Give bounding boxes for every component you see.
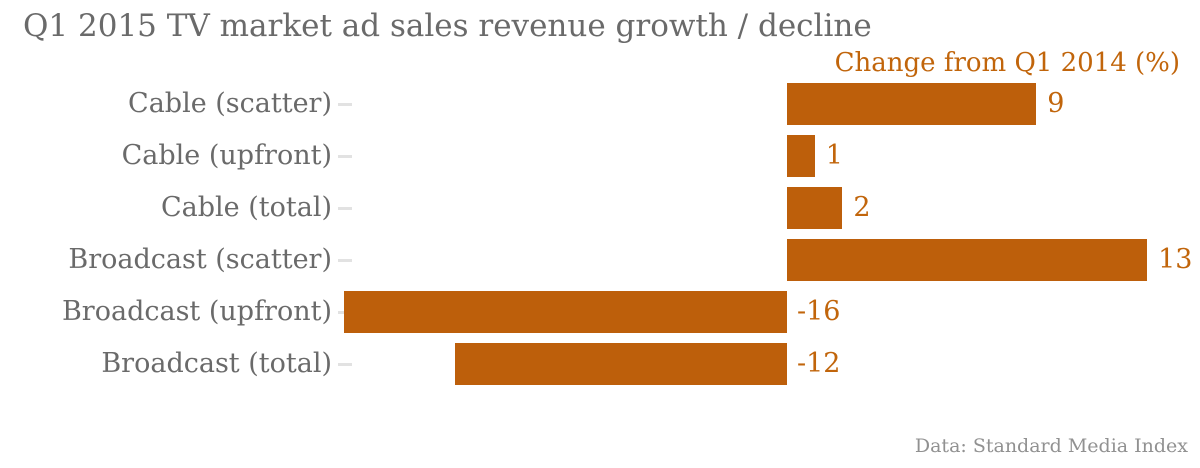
- category-label: Cable (upfront): [121, 140, 332, 171]
- chart-row: Broadcast (total) -12: [0, 343, 1200, 385]
- chart-row: Broadcast (upfront) -16: [0, 291, 1200, 333]
- axis-tick: [338, 103, 352, 106]
- category-label: Broadcast (scatter): [68, 244, 332, 275]
- axis-tick: [338, 259, 352, 262]
- chart-row: Cable (total) 2: [0, 187, 1200, 229]
- bar-broadcast-scatter: [787, 239, 1148, 281]
- bar-broadcast-upfront: [343, 291, 787, 333]
- axis-tick: [338, 363, 352, 366]
- bar-broadcast-total: [454, 343, 787, 385]
- value-label: -12: [797, 348, 841, 379]
- chart-title: Q1 2015 TV market ad sales revenue growt…: [23, 8, 872, 44]
- category-label: Broadcast (total): [101, 348, 332, 379]
- category-label: Cable (total): [161, 192, 332, 223]
- chart-row: Broadcast (scatter) 13: [0, 239, 1200, 281]
- value-label: 9: [1047, 88, 1065, 119]
- bar-cable-scatter: [787, 83, 1037, 125]
- bar-cable-upfront: [787, 135, 815, 177]
- axis-tick: [338, 155, 352, 158]
- data-source-note: Data: Standard Media Index: [914, 435, 1188, 457]
- axis-tick: [338, 207, 352, 210]
- category-label: Broadcast (upfront): [61, 296, 332, 327]
- value-label: 13: [1158, 244, 1193, 275]
- series-legend-label: Change from Q1 2014 (%): [834, 48, 1180, 78]
- value-label: -16: [797, 296, 841, 327]
- value-label: 1: [825, 140, 843, 171]
- chart-row: Cable (upfront) 1: [0, 135, 1200, 177]
- bar-cable-total: [787, 187, 843, 229]
- category-label: Cable (scatter): [128, 88, 332, 119]
- chart-row: Cable (scatter) 9: [0, 83, 1200, 125]
- value-label: 2: [853, 192, 871, 223]
